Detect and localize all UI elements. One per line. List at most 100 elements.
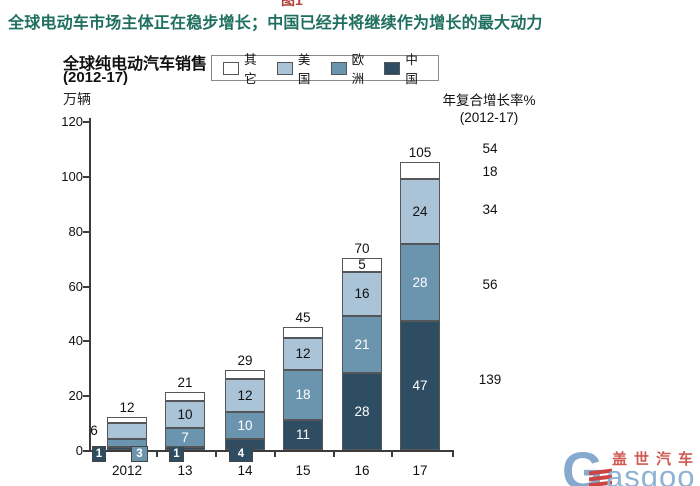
bar-total-label: 70 <box>354 241 370 256</box>
bar-segment-13-中国 <box>165 447 205 450</box>
cagr-value: 54 <box>482 141 498 156</box>
y-axis-tick <box>83 450 89 452</box>
x-axis-line <box>89 450 453 452</box>
bar-segment-2012-美国 <box>107 423 147 439</box>
gasgoo-watermark-chinese: 盖世汽车 <box>612 451 700 468</box>
y-axis-tick <box>83 121 89 123</box>
bar-segment-17-美国 <box>400 179 440 244</box>
bar-segment-13-其它 <box>165 392 205 401</box>
segment-value-label: 28 <box>412 275 428 290</box>
bar-segment-17-中国 <box>400 321 440 450</box>
bar-segment-15-中国 <box>283 420 323 450</box>
bar-segment-16-欧洲 <box>342 316 382 373</box>
bar-segment-16-美国 <box>342 272 382 316</box>
y-axis-tick-label: 40 <box>68 333 83 348</box>
segment-value-label: 11 <box>295 427 310 442</box>
x-axis-tick <box>274 450 276 457</box>
legend: 其它 美国 欧洲 中国 <box>211 53 439 86</box>
bar-segment-16-其它 <box>342 258 382 272</box>
bar-total-label: 29 <box>237 353 253 368</box>
bar-segment-15-欧洲 <box>283 370 323 420</box>
cagr-header-line1: 年复合增长率% <box>442 93 536 108</box>
segment-value-label: 18 <box>295 387 311 402</box>
bar-total-label: 12 <box>119 400 135 415</box>
y-axis-tick <box>83 286 89 288</box>
y-axis-tick <box>83 231 89 233</box>
x-axis-tick <box>156 450 158 457</box>
y-axis-tick-label: 100 <box>61 169 83 184</box>
bar-segment-2012-其它 <box>107 417 147 423</box>
y-axis-unit-label: 万辆 <box>63 91 91 107</box>
chart-title: 全球纯电动汽车销售 <box>63 56 208 73</box>
legend-swatch-usa <box>276 61 293 75</box>
segment-value-label: 28 <box>354 404 370 419</box>
x-axis-category-label: 14 <box>237 463 253 478</box>
cagr-value: 18 <box>482 164 498 179</box>
x-axis-tick <box>391 450 393 457</box>
bar-segment-14-美国 <box>225 379 265 412</box>
segment-value-label: 10 <box>237 418 253 433</box>
bar-segment-17-欧洲 <box>400 244 440 321</box>
bar-segment-13-欧洲 <box>165 428 205 447</box>
x-axis-tick <box>215 450 217 457</box>
y-axis-line <box>89 118 91 452</box>
legend-swatch-others <box>223 61 240 75</box>
x-axis-category-label: 15 <box>295 463 311 478</box>
gasgoo-watermark-english: asgoo <box>606 459 696 486</box>
figure-label: 图1 <box>281 0 303 8</box>
y-axis-tick-label: 20 <box>68 388 83 403</box>
x-axis-category-label: 17 <box>412 463 428 478</box>
x-axis-tick <box>333 450 335 457</box>
legend-item-usa: 美国 <box>276 49 322 87</box>
x-axis-category-label: 13 <box>177 463 193 478</box>
cagr-value: 34 <box>482 202 498 217</box>
segment-value-label: 12 <box>295 346 311 361</box>
bar-total-label: 105 <box>408 145 432 160</box>
y-axis-tick <box>83 395 89 397</box>
bar-segment-16-中国 <box>342 373 382 450</box>
legend-item-europe: 欧洲 <box>330 49 376 87</box>
segment-value-label: 12 <box>237 388 253 403</box>
legend-label-europe: 欧洲 <box>351 53 365 86</box>
y-axis-tick-label: 60 <box>68 279 83 294</box>
y-axis-tick <box>83 176 89 178</box>
bar-segment-13-美国 <box>165 401 205 428</box>
legend-swatch-europe <box>330 61 347 75</box>
segment-value-callout: 4 <box>229 446 253 462</box>
cagr-column-header: 年复合增长率% (2012-17) <box>428 92 550 126</box>
segment-value-label: 47 <box>412 378 428 393</box>
bar-segment-2012-欧洲 <box>107 439 147 447</box>
cagr-value: 139 <box>478 372 502 387</box>
segment-value-label: 5 <box>358 257 366 272</box>
bar-segment-15-其它 <box>283 327 323 338</box>
legend-item-china: 中国 <box>384 49 429 87</box>
segment-value-label: 7 <box>181 430 189 445</box>
page-title: 全球电动车市场主体正在稳步增长；中国已经并将继续作为增长的最大动力 <box>8 15 543 32</box>
segment-value-label: 21 <box>354 337 370 352</box>
legend-label-usa: 美国 <box>297 53 311 86</box>
cagr-value: 56 <box>482 277 498 292</box>
legend-item-others: 其它 <box>223 49 268 87</box>
legend-swatch-china <box>384 61 401 75</box>
segment-value-callout: 3 <box>131 446 148 462</box>
legend-label-others: 其它 <box>244 53 257 86</box>
bar-total-label: 21 <box>177 375 193 390</box>
y-axis-tick-label: 120 <box>61 114 83 129</box>
segment-value-label: 10 <box>177 407 193 422</box>
bar-segment-17-其它 <box>400 162 440 179</box>
segment-value-callout: 1 <box>169 446 184 462</box>
segment-value-callout: 1 <box>92 446 106 462</box>
x-axis-category-label: 2012 <box>111 463 143 478</box>
segment-value-label: 6 <box>90 423 98 438</box>
bar-segment-14-其它 <box>225 370 265 379</box>
cagr-header-line2: (2012-17) <box>459 110 519 125</box>
y-axis-tick-label: 0 <box>75 443 83 458</box>
x-axis-tick <box>452 450 454 457</box>
y-axis-tick <box>83 340 89 342</box>
chart-title-years: (2012-17) <box>63 69 129 86</box>
bar-segment-14-欧洲 <box>225 412 265 439</box>
x-axis-category-label: 16 <box>354 463 370 478</box>
y-axis-tick-label: 80 <box>68 224 83 239</box>
bar-segment-15-美国 <box>283 338 323 370</box>
